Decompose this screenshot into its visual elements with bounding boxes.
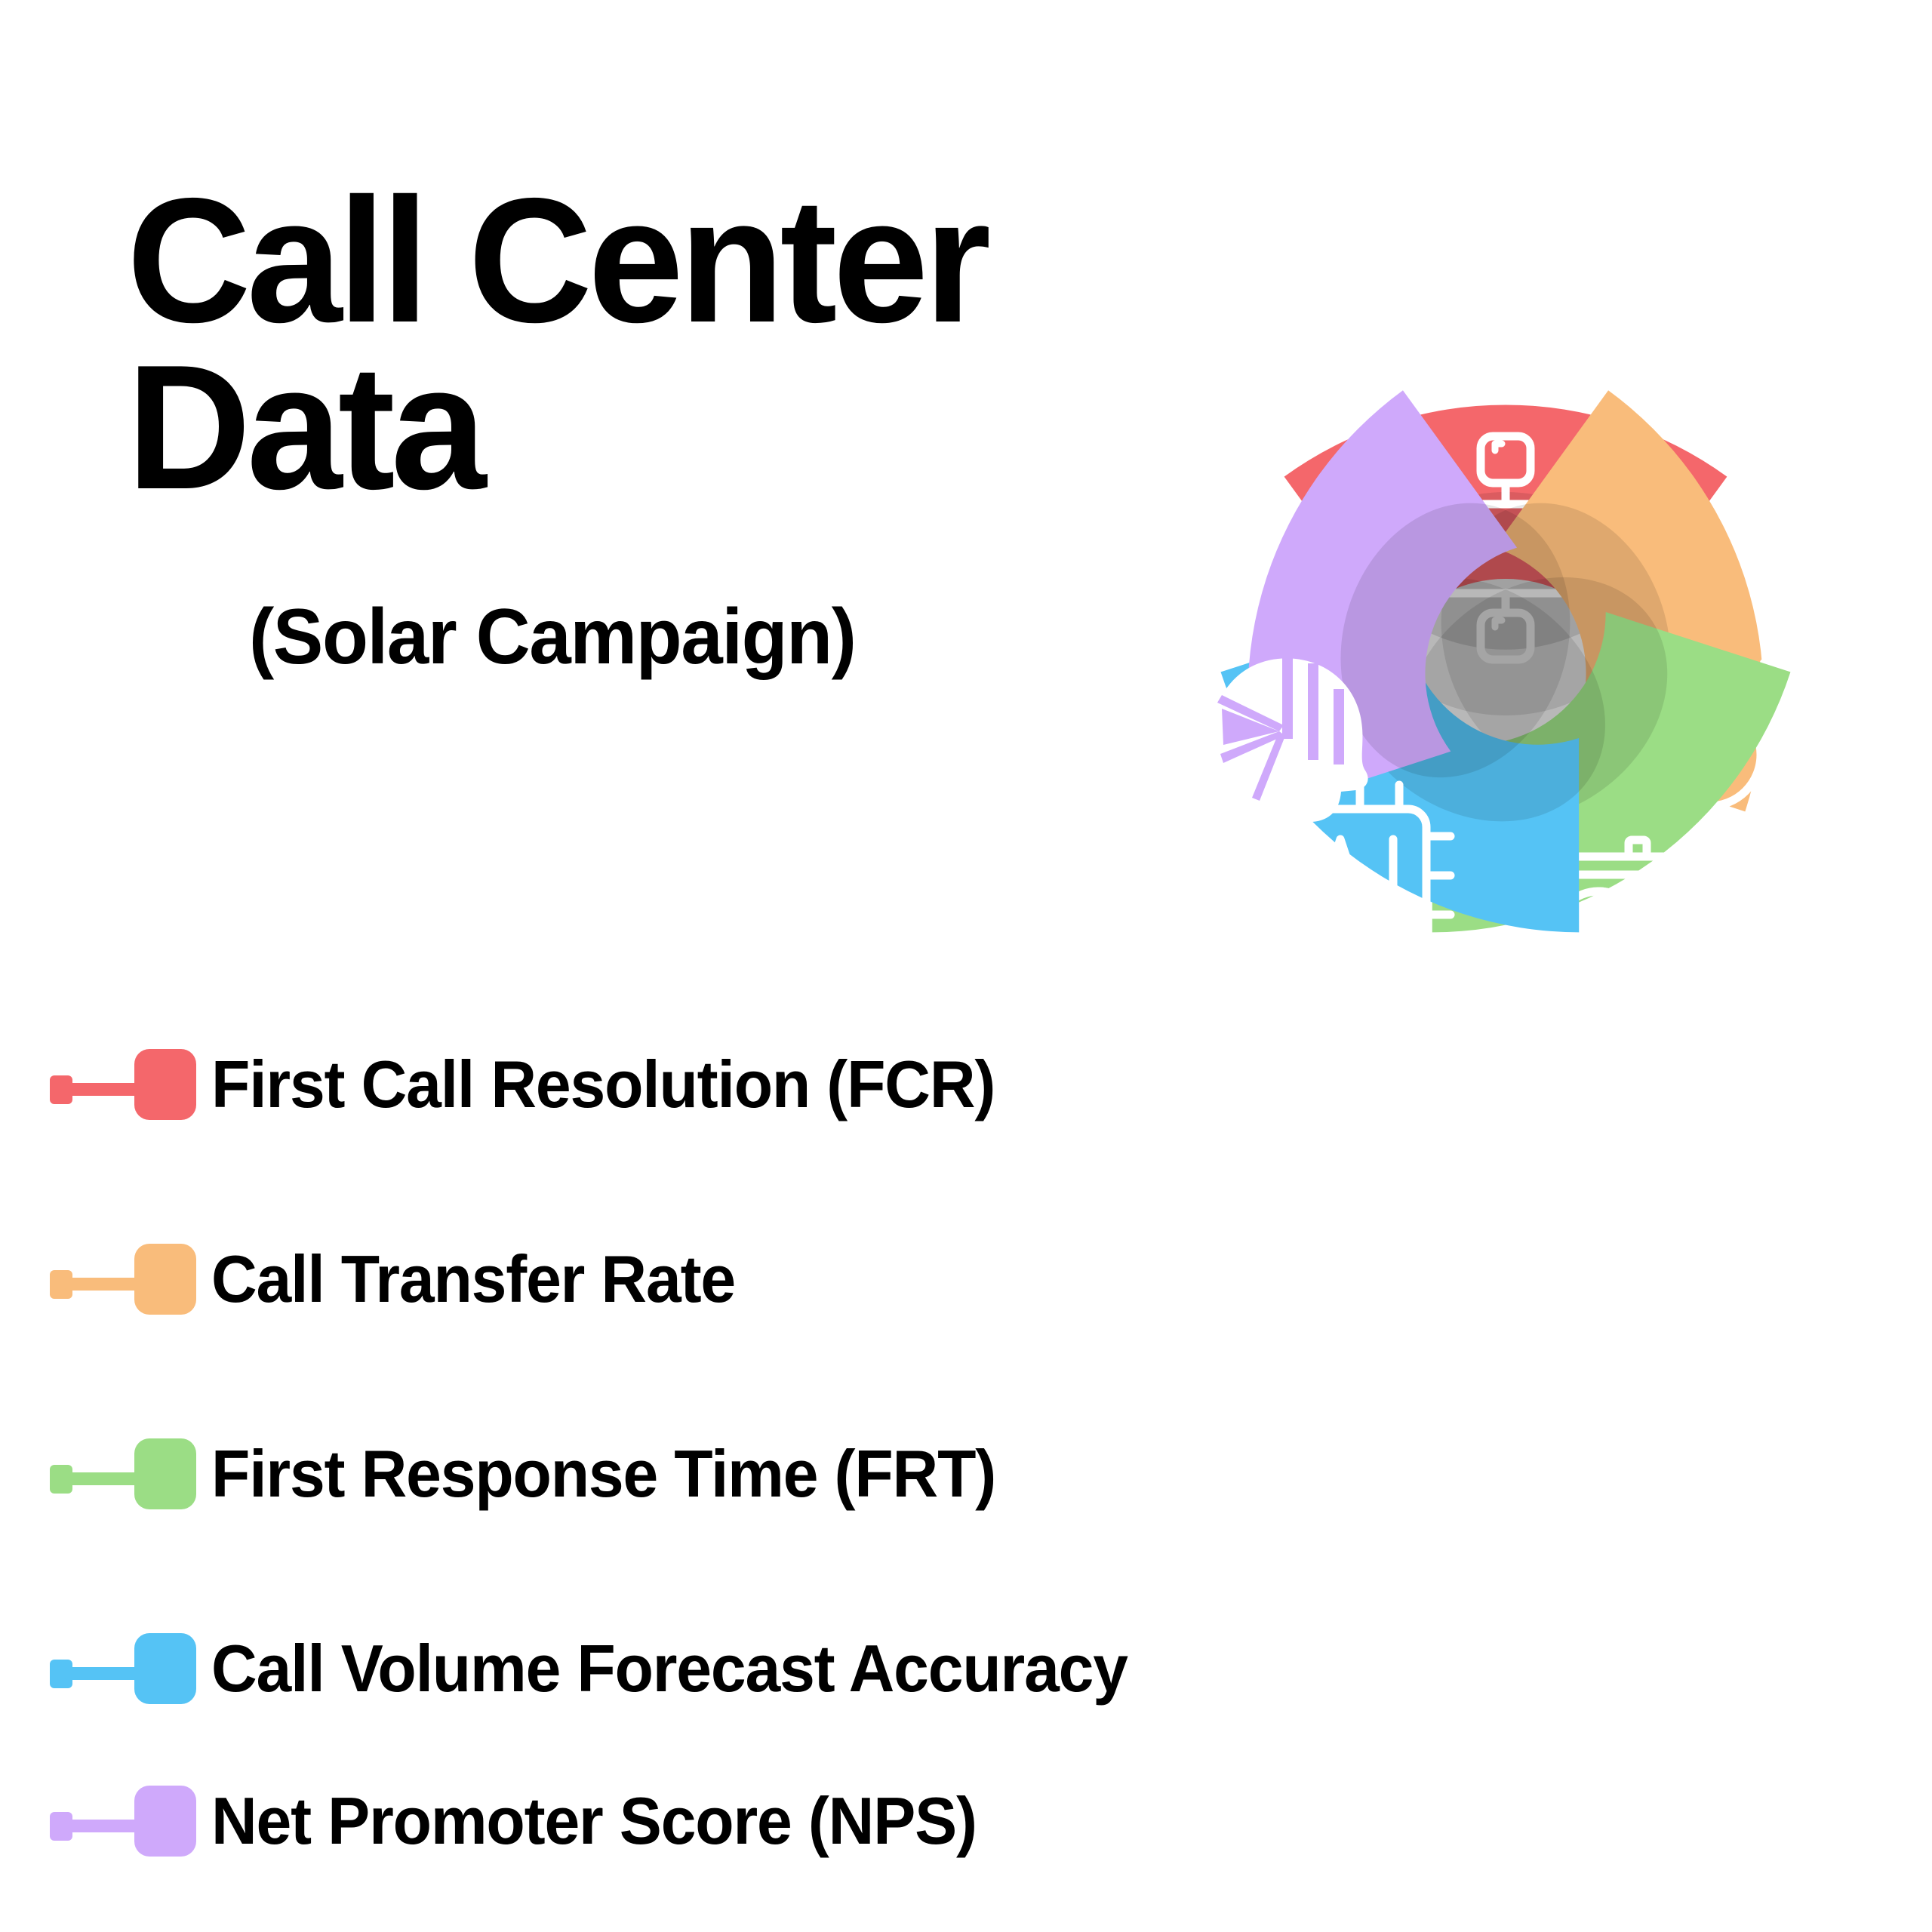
legend-color-swatch-fcr [134,1049,196,1120]
legend-marker-stem-ctr [65,1278,148,1291]
legend-item-call-transfer-rate[interactable]: Call Transfer Rate [0,1230,1585,1328]
legend-label-call-volume-forecast-accuracy: Call Volume Forecast Accuracy [211,1631,1128,1706]
head-analytics-icon [1211,654,1368,822]
legend-item-frt[interactable]: First Response Time (FRT) [0,1425,1585,1523]
page-title: Call Center Data [127,161,991,526]
legend-color-swatch-frt [134,1438,196,1509]
page-subtitle: (Solar Campaign) [249,593,857,681]
legend-item-fcr[interactable]: First Call Resolution (FCR) [0,1035,1585,1134]
segment-shadow-lobe-nps [1340,503,1571,778]
legend-label-fcr: First Call Resolution (FCR) [211,1047,995,1121]
legend-color-swatch-ctr [134,1244,196,1315]
legend-marker-stem-nps [65,1820,148,1832]
legend-marker-ctr [0,1230,211,1328]
petal-wheel-chart [1109,260,1902,1053]
legend-label-frt: First Response Time (FRT) [211,1436,996,1511]
legend-marker-frt [0,1425,211,1523]
presentation-chart-icon [1520,835,1755,1053]
legend-color-swatch-nps [134,1786,196,1857]
wheel-svg [1198,368,1811,1053]
legend-marker-fcr [0,1035,211,1134]
legend-item-call-volume-forecast-accuracy[interactable]: Call Volume Forecast Accuracy [0,1620,1585,1718]
legend-marker-stem-fcr [65,1083,148,1096]
title-block: Call Center Data [127,161,1108,526]
legend-marker-stem-frt [65,1472,148,1485]
legend-marker-stem-cvfa [65,1667,148,1680]
wheel-segment-net-promoter-score[interactable] [1198,368,1630,885]
legend-label-call-transfer-rate: Call Transfer Rate [211,1241,736,1316]
legend-marker-cvfa [0,1620,211,1718]
ai-chip-icon [1265,780,1455,971]
legend-color-swatch-cvfa [134,1633,196,1704]
legend-item-nps[interactable]: Net Promoter Score (NPS) [0,1772,1585,1870]
legend-marker-nps [0,1772,211,1870]
legend: First Call Resolution (FCR) Call Transfe… [0,1035,1585,1870]
legend-label-nps: Net Promoter Score (NPS) [211,1783,977,1858]
